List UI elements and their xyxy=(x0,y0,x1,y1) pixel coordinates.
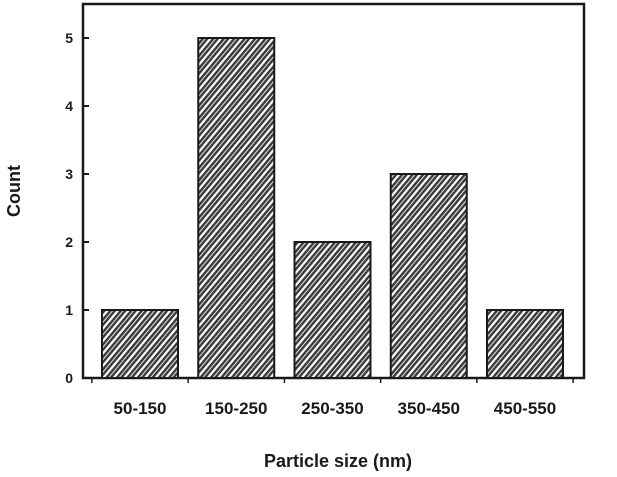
bars-group xyxy=(101,37,564,379)
y-tick-label: 5 xyxy=(65,30,73,46)
y-tick-label: 4 xyxy=(65,98,73,114)
x-tick-label: 450-550 xyxy=(494,399,556,418)
x-tick-label: 250-350 xyxy=(301,399,363,418)
bar-450-550 xyxy=(486,309,564,379)
y-axis-title: Count xyxy=(4,165,24,217)
y-tick-label: 1 xyxy=(65,302,73,318)
bar-250-350 xyxy=(293,241,372,379)
x-tick-label: 150-250 xyxy=(205,399,267,418)
y-tick-label: 0 xyxy=(65,370,73,386)
x-tick-label: 50-150 xyxy=(114,399,167,418)
bar-150-250 xyxy=(197,37,276,379)
x-tick-label: 350-450 xyxy=(398,399,460,418)
bar-350-450 xyxy=(389,173,468,379)
x-axis: 50-150 150-250 250-350 350-450 450-550 xyxy=(91,378,574,418)
x-axis-title: Particle size (nm) xyxy=(264,451,412,471)
y-tick-label: 2 xyxy=(65,234,73,250)
y-axis: 0 1 2 3 4 5 xyxy=(65,30,89,386)
bar-50-150 xyxy=(101,309,179,379)
y-tick-label: 3 xyxy=(65,166,73,182)
